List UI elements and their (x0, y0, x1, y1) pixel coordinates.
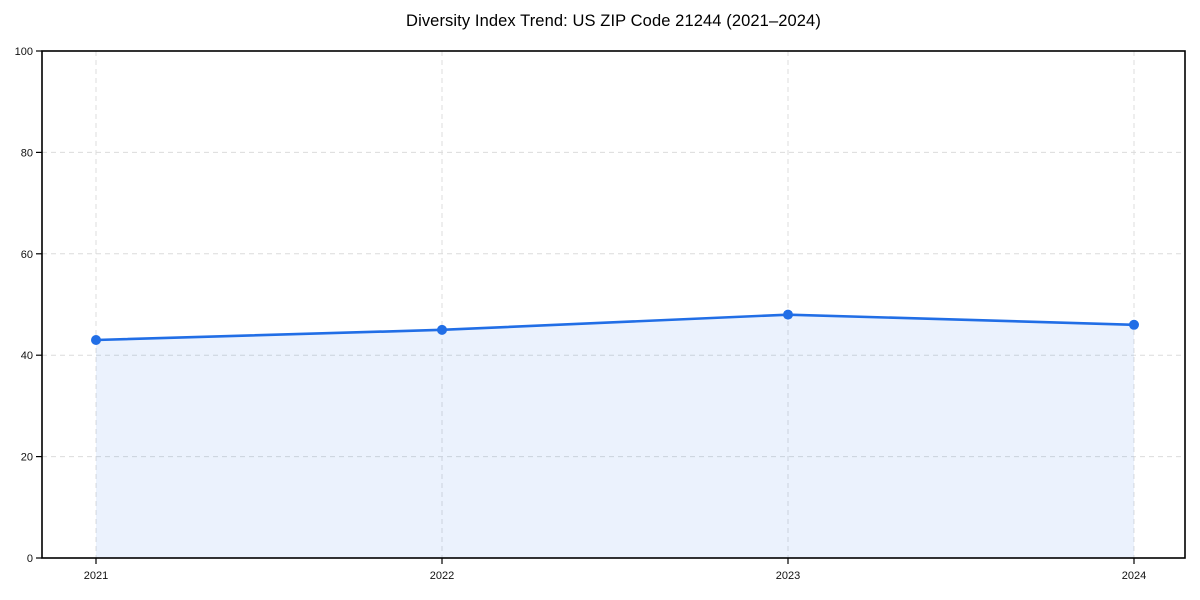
data-point-marker (1129, 319, 1139, 330)
y-tick-label: 60 (21, 249, 33, 261)
x-tick-label: 2021 (84, 570, 108, 582)
x-tick-label: 2022 (430, 570, 454, 582)
data-point-marker (91, 334, 101, 345)
y-tick-label: 100 (15, 46, 33, 58)
x-tick-label: 2024 (1122, 570, 1146, 582)
y-tick-label: 0 (27, 553, 33, 565)
trend-line (94, 313, 1136, 342)
x-tick-label: 2023 (776, 570, 800, 582)
chart-title: Diversity Index Trend: US ZIP Code 21244… (406, 12, 821, 30)
data-point-marker (783, 309, 793, 320)
area-fill (96, 314, 1134, 558)
y-tick-label: 80 (21, 147, 33, 159)
y-tick-label: 40 (21, 350, 33, 362)
data-point-marker (437, 324, 447, 335)
y-tick-label: 20 (21, 452, 33, 464)
plot-frame (41, 50, 1186, 559)
